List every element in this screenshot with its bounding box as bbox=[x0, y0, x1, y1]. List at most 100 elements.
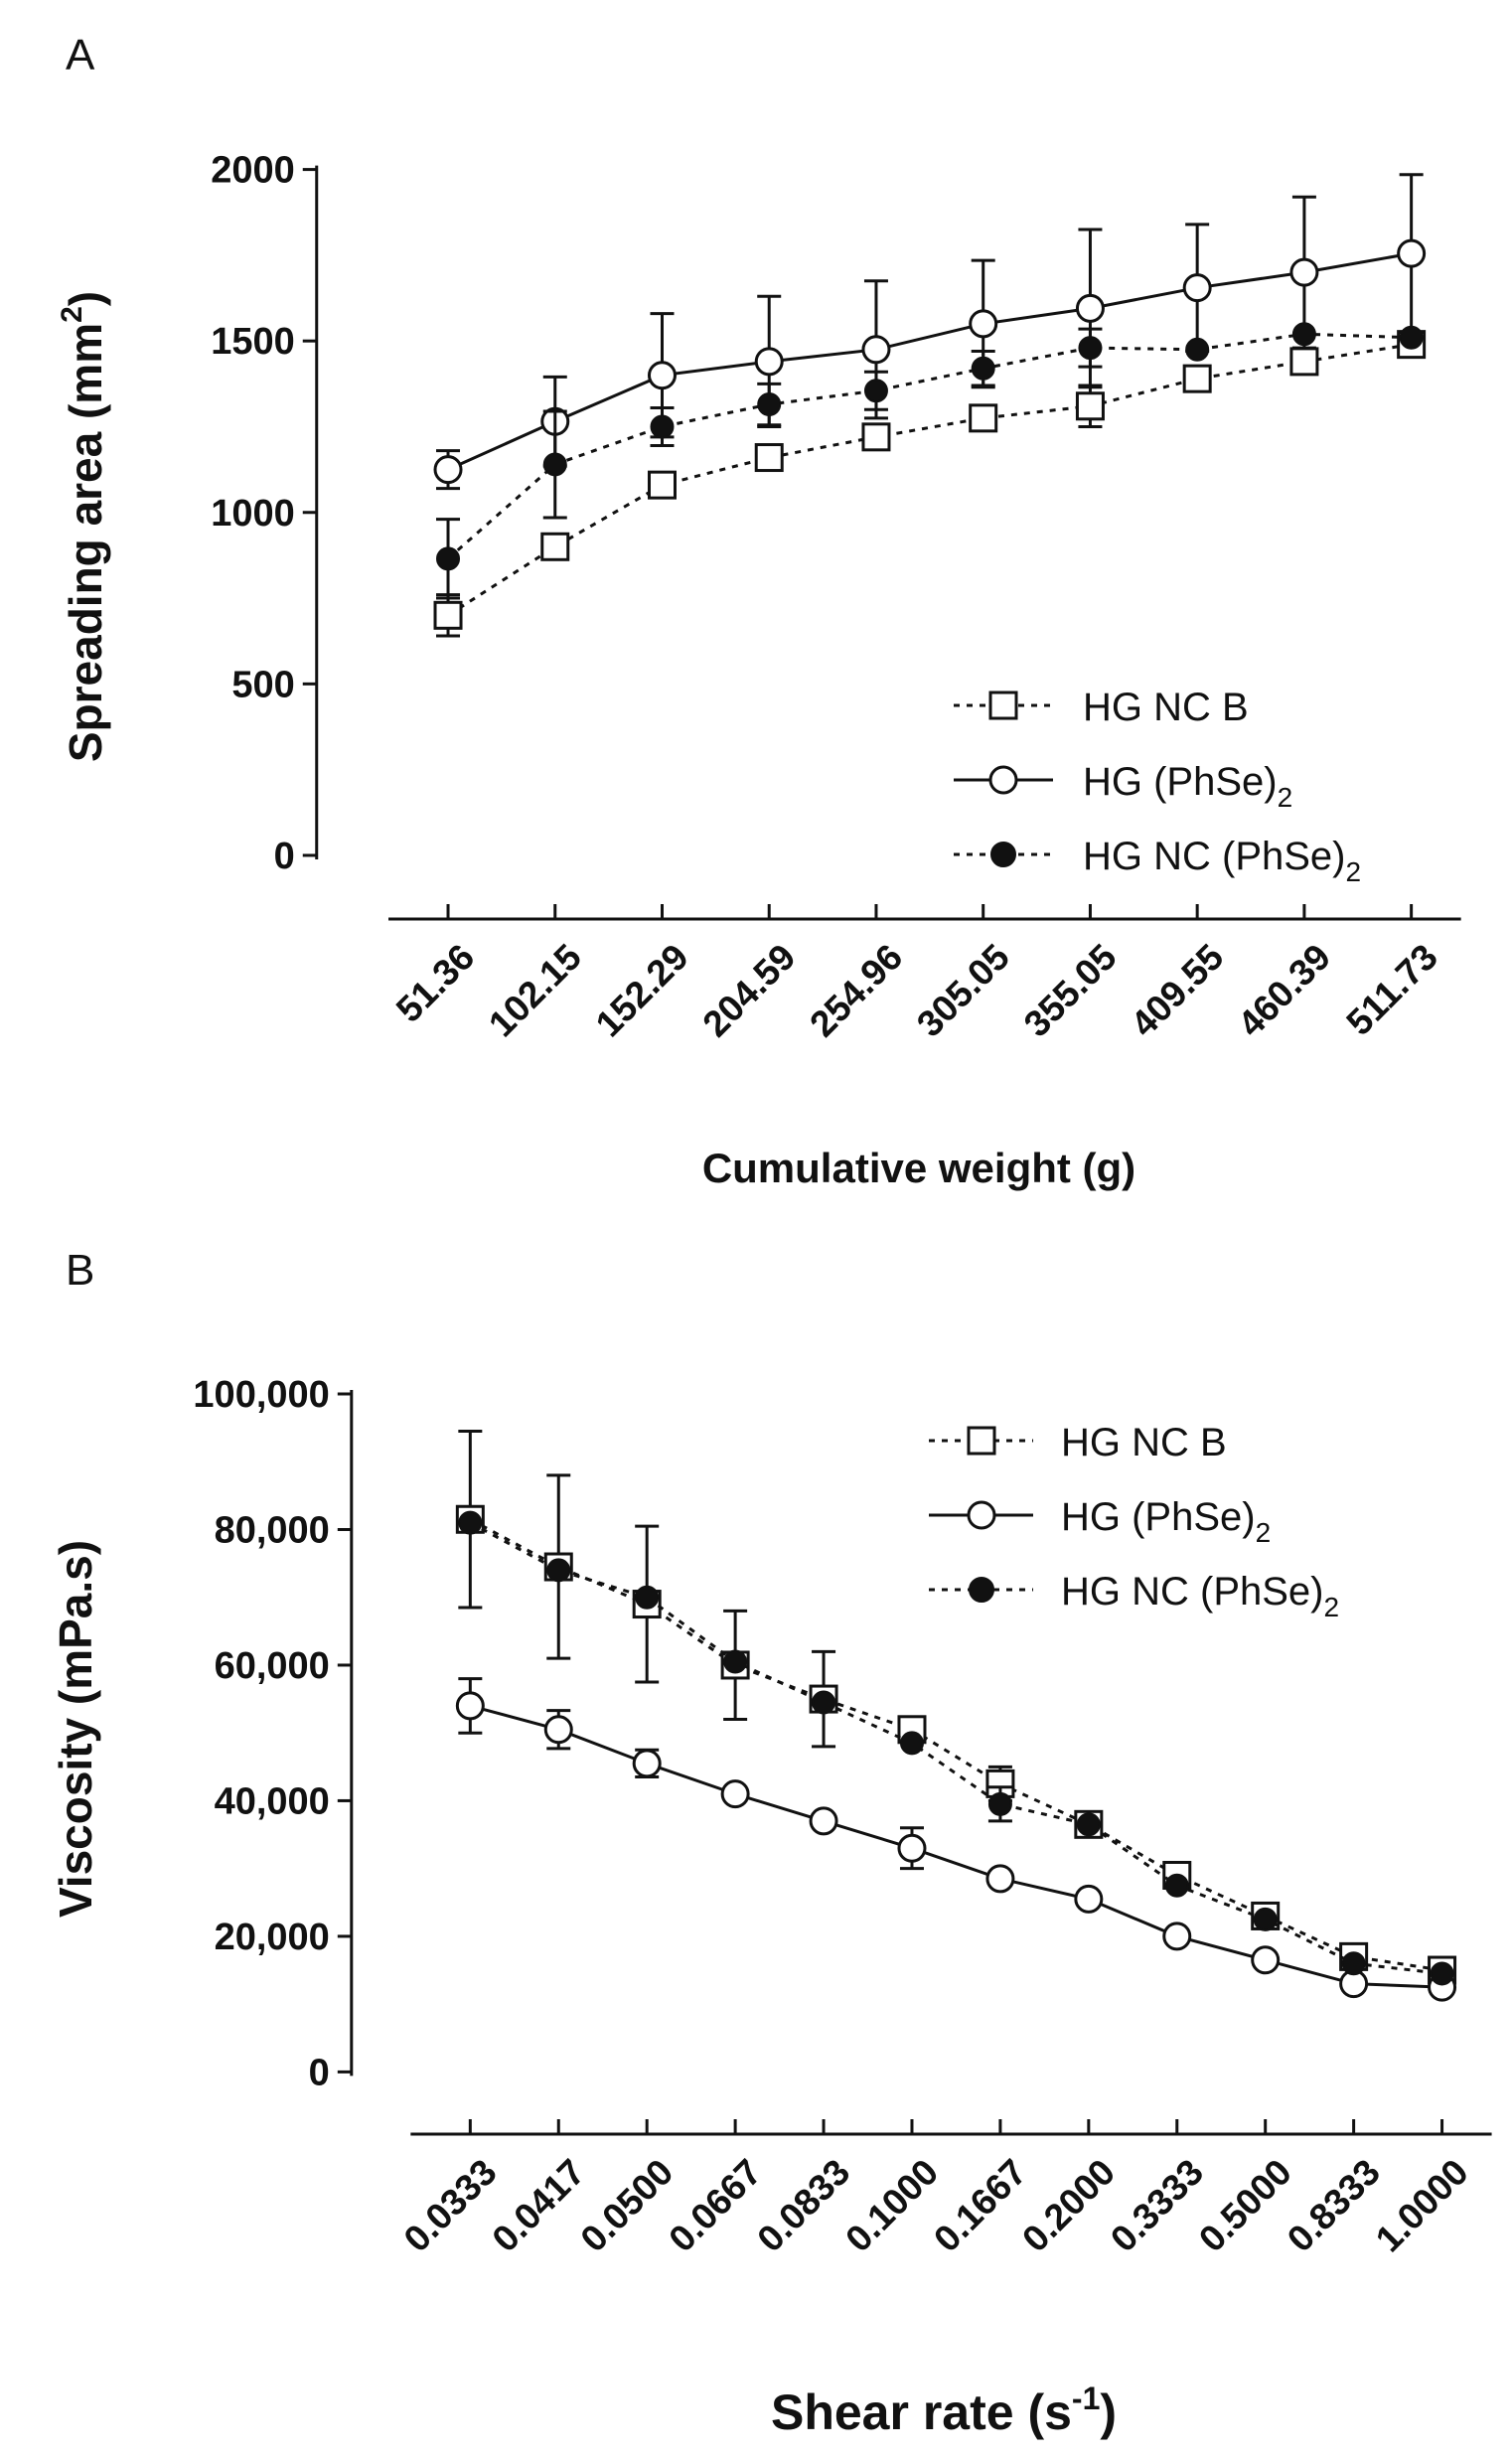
x-tick-label: 0.1667 bbox=[926, 2151, 1034, 2259]
legend-label: HG NC B bbox=[1083, 686, 1249, 729]
series-line-hg-phse-2 bbox=[447, 251, 1412, 471]
y-tick-label: 0 bbox=[274, 836, 295, 877]
x-tick-label: 0.1000 bbox=[837, 2151, 946, 2259]
data-point-circle-filled bbox=[635, 1585, 660, 1610]
x-tick-label: 0.0333 bbox=[396, 2151, 505, 2259]
panel-b-legend: HG NC B HG (PhSe)2 HG NC (PhSe)2 bbox=[929, 1421, 1339, 1622]
x-tick-label: 204.59 bbox=[695, 936, 804, 1044]
y-tick-label: 1000 bbox=[211, 493, 295, 535]
data-point-circle-filled bbox=[1076, 1812, 1101, 1837]
legend-label: HG NC (PhSe)2 bbox=[1083, 835, 1361, 887]
y-tick-label: 40,000 bbox=[215, 1780, 330, 1822]
x-tick-label: 0.3333 bbox=[1103, 2151, 1211, 2259]
data-point-circle-open bbox=[754, 347, 784, 377]
series-hg-nc-b bbox=[433, 330, 1427, 638]
data-point-square bbox=[861, 422, 891, 452]
data-point-circle-open bbox=[647, 361, 677, 390]
data-point-circle-open bbox=[1397, 238, 1427, 268]
panel-a-y-axis-title: Spreading area (mm2) bbox=[56, 291, 111, 762]
data-point-circle-filled bbox=[546, 1558, 571, 1583]
panel-b-series bbox=[455, 1430, 1457, 2002]
panel-b-legend-item-hg-nc-phse2: HG NC (PhSe)2 bbox=[929, 1570, 1339, 1622]
series-line-hg-phse-2 bbox=[469, 1704, 1442, 1989]
data-point-circle-filled bbox=[458, 1510, 483, 1535]
data-point-circle-open bbox=[1162, 1922, 1192, 1951]
data-point-circle-filled bbox=[723, 1649, 748, 1674]
data-point-circle-filled bbox=[1399, 325, 1424, 350]
x-tick-label: 0.8333 bbox=[1280, 2151, 1388, 2259]
x-tick-label: 0.2000 bbox=[1014, 2151, 1123, 2259]
x-tick-label: 355.05 bbox=[1016, 936, 1125, 1044]
data-point-square bbox=[433, 600, 463, 630]
panel-a-x-axis-title: Cumulative weight (g) bbox=[702, 1145, 1135, 1191]
data-point-circle-open bbox=[1251, 1945, 1281, 1975]
data-point-circle-filled bbox=[1078, 336, 1103, 361]
data-point-circle-filled bbox=[1253, 1907, 1278, 1931]
x-tick-label: 305.05 bbox=[909, 936, 1017, 1044]
x-tick-label: 254.96 bbox=[802, 936, 910, 1044]
y-tick-label: 0 bbox=[309, 2052, 330, 2093]
panel-b-x-axis-title: Shear rate (s-1) bbox=[771, 2381, 1117, 2440]
data-point-circle-open bbox=[543, 1715, 573, 1745]
legend-label: HG (PhSe)2 bbox=[1083, 760, 1292, 813]
panel-a-legend: HG NC B HG (PhSe)2 HG NC (PhSe)2 bbox=[954, 686, 1361, 887]
x-tick-label: 0.0417 bbox=[485, 2151, 593, 2259]
legend-circle-filled-marker bbox=[969, 1577, 994, 1603]
panel-b-x-ticks: 0.03330.04170.05000.06670.08330.10000.16… bbox=[396, 2119, 1476, 2259]
data-point-circle-filled bbox=[863, 379, 888, 403]
data-point-square bbox=[1289, 347, 1319, 377]
series-hg-nc-phse-2 bbox=[436, 322, 1424, 600]
data-point-circle-open bbox=[1075, 293, 1105, 323]
data-point-circle-filled bbox=[1164, 1873, 1189, 1898]
y-tick-label: 20,000 bbox=[215, 1917, 330, 1958]
data-point-circle-filled bbox=[542, 452, 567, 477]
series-line-hg-nc-b bbox=[469, 1517, 1442, 1972]
x-tick-label: 409.55 bbox=[1123, 936, 1231, 1044]
data-point-square bbox=[969, 403, 998, 433]
data-point-circle-open bbox=[720, 1779, 750, 1809]
data-point-circle-open bbox=[455, 1691, 485, 1721]
data-point-circle-filled bbox=[1430, 1961, 1454, 1986]
x-tick-label: 51.36 bbox=[388, 936, 482, 1029]
legend-square-open-marker bbox=[967, 1426, 996, 1456]
x-tick-label: 0.0833 bbox=[749, 2151, 857, 2259]
data-point-circle-open bbox=[632, 1749, 662, 1778]
y-tick-label: 500 bbox=[231, 664, 294, 705]
x-tick-label: 102.15 bbox=[481, 936, 589, 1044]
data-point-circle-open bbox=[433, 455, 463, 485]
data-point-circle-filled bbox=[1341, 1951, 1366, 1976]
series-line-hg-nc-phse-2 bbox=[447, 332, 1412, 560]
y-tick-label: 80,000 bbox=[215, 1509, 330, 1551]
data-point-square bbox=[540, 532, 570, 561]
panel-a-plot-area: 0 500 1000 1500 2000 51.36102.15152.29204.59… bbox=[211, 150, 1461, 1044]
legend-label: HG NC (PhSe)2 bbox=[1061, 1570, 1339, 1622]
series-hg-phse-2 bbox=[455, 1677, 1457, 2002]
panel-a-legend-item-hg-nc-b: HG NC B bbox=[954, 686, 1249, 729]
panel-b-legend-item-hg-phse2: HG (PhSe)2 bbox=[929, 1495, 1271, 1548]
x-tick-label: 460.39 bbox=[1230, 936, 1338, 1044]
panel-b-viscosity-chart: B 0 20,000 40,000 60,000 80,000 100,000 0.033… bbox=[50, 1246, 1492, 2440]
data-point-circle-filled bbox=[650, 414, 675, 439]
data-point-circle-filled bbox=[812, 1690, 836, 1715]
data-point-circle-open bbox=[897, 1833, 927, 1863]
y-tick-label: 2000 bbox=[211, 150, 295, 192]
panel-b-y-ticks: 0 20,000 40,000 60,000 80,000 100,000 bbox=[193, 1374, 352, 2093]
data-point-circle-open bbox=[1182, 273, 1212, 303]
data-point-circle-open bbox=[1074, 1884, 1104, 1914]
legend-circle-filled-marker bbox=[990, 842, 1016, 867]
data-point-circle-open bbox=[969, 309, 998, 339]
panel-a-y-ticks: 0 500 1000 1500 2000 bbox=[211, 150, 317, 877]
data-point-circle-filled bbox=[987, 1791, 1012, 1816]
data-point-square bbox=[1182, 364, 1212, 393]
x-tick-label: 0.0500 bbox=[573, 2151, 681, 2259]
data-point-square bbox=[1075, 391, 1105, 421]
data-point-circle-filled bbox=[1291, 322, 1316, 347]
data-point-circle-filled bbox=[971, 356, 995, 381]
data-point-circle-filled bbox=[436, 546, 461, 571]
data-point-circle-open bbox=[861, 335, 891, 365]
x-tick-label: 0.0667 bbox=[661, 2151, 769, 2259]
legend-square-open-marker bbox=[988, 691, 1018, 720]
data-point-circle-open bbox=[1289, 257, 1319, 287]
